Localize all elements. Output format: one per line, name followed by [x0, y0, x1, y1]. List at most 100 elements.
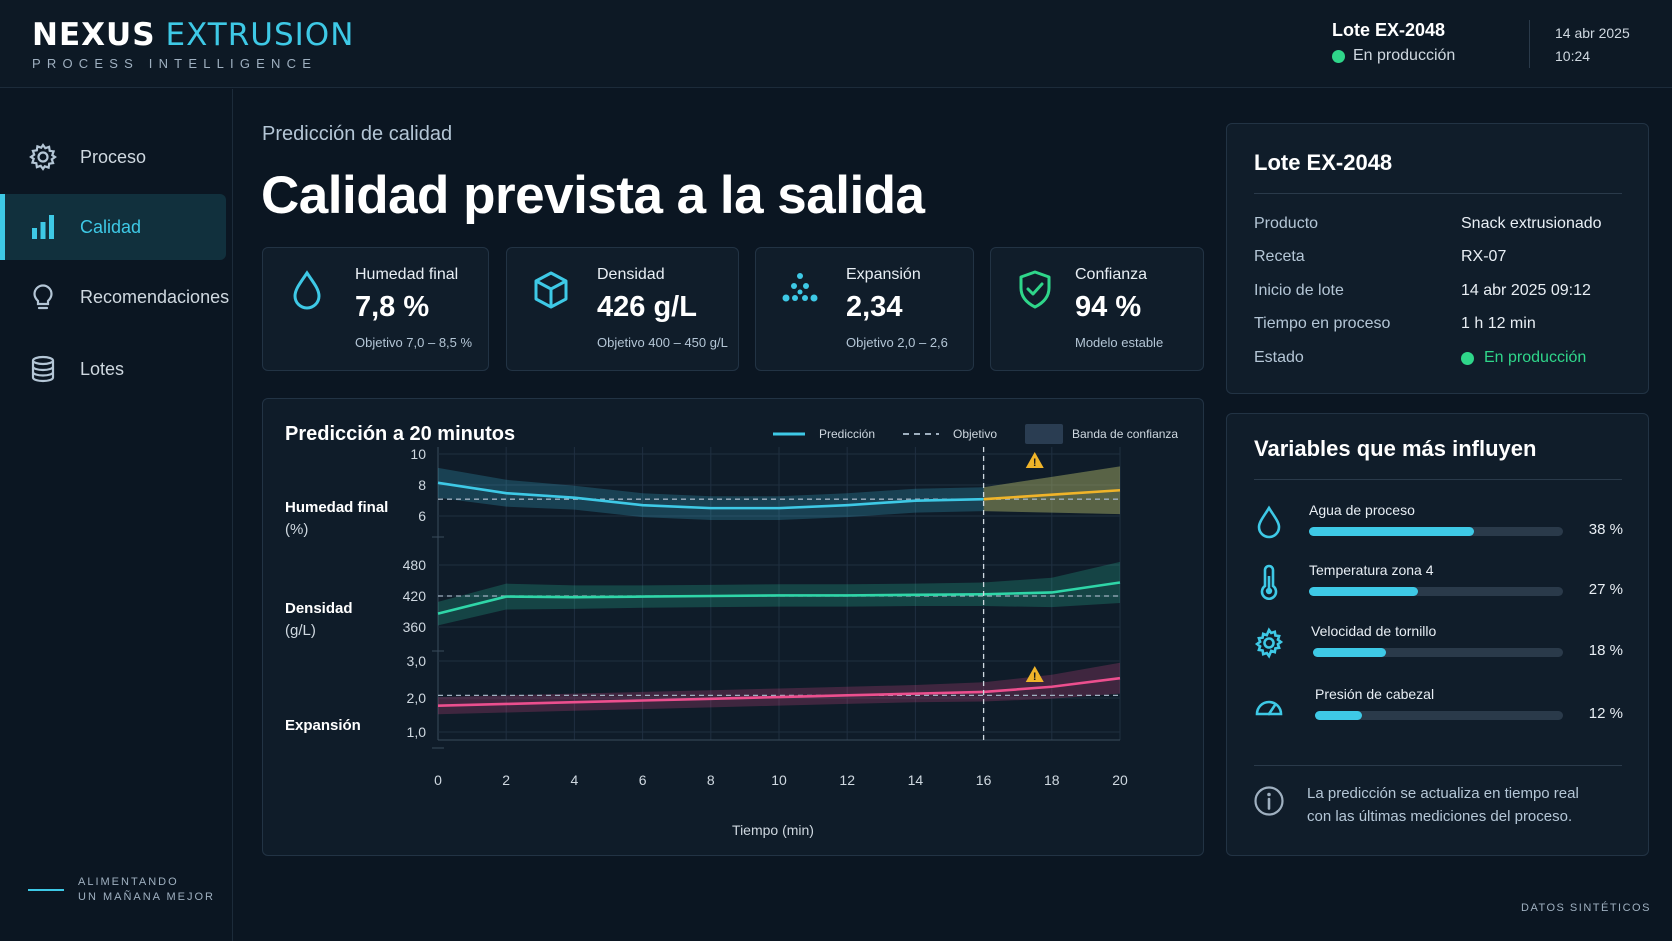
- y-tick-label: 10: [410, 446, 426, 462]
- variable-bar: [1315, 711, 1563, 720]
- logo-tagline: PROCESS INTELLIGENCE: [32, 56, 318, 71]
- x-tick-label: 2: [502, 772, 510, 788]
- header-time: 10:24: [1555, 48, 1591, 64]
- logo-secondary: EXTRUSION: [165, 17, 355, 53]
- chart-title: Predicción a 20 minutos: [285, 423, 516, 445]
- x-tick-label: 20: [1112, 772, 1128, 788]
- card-divider: [1254, 479, 1622, 480]
- forecast-band: [983, 466, 1120, 515]
- variable-name: Velocidad de tornillo: [1311, 623, 1437, 639]
- kpi-card-densidad[interactable]: Densidad 426 g/L Objetivo 400 – 450 g/L: [506, 247, 739, 371]
- cube-icon: [534, 271, 568, 309]
- variable-row[interactable]: Temperatura zona 4 27 %: [1227, 562, 1647, 612]
- synthetic-data-note: DATOS SINTÉTICOS: [1521, 902, 1651, 914]
- info-icon[interactable]: [1253, 785, 1285, 817]
- y-tick-label: 2,0: [407, 690, 427, 706]
- variable-row[interactable]: Agua de proceso 38 %: [1227, 502, 1647, 552]
- variable-pct: 38 %: [1588, 521, 1623, 538]
- confidence-band: [438, 466, 1120, 521]
- kpi-value: 2,34: [846, 291, 903, 323]
- info-text: La predicción se actualiza en tiempo rea…: [1307, 782, 1607, 828]
- lote-value: Snack extrusionado: [1461, 215, 1602, 232]
- forecast-line: [983, 488, 1121, 501]
- warning-mark: !: [1033, 457, 1037, 469]
- footer-tagline: ALIMENTANDO UN MAÑANA MEJOR: [78, 875, 215, 905]
- kpi-label: Confianza: [1075, 266, 1148, 283]
- y-tick-label: 6: [418, 508, 426, 524]
- sidebar-footer: ALIMENTANDO UN MAÑANA MEJOR: [28, 875, 215, 905]
- status-dot-icon: [1332, 49, 1345, 63]
- prediction-line: [437, 481, 984, 510]
- lote-card: Lote EX-2048 Producto Snack extrusionado…: [1226, 123, 1649, 394]
- variable-row[interactable]: Velocidad de tornillo 18 %: [1227, 623, 1647, 673]
- lote-key: Estado: [1254, 349, 1304, 366]
- footer-tagline-line1: ALIMENTANDO: [78, 876, 179, 888]
- header-datetime: 14 abr 2025 10:24: [1555, 22, 1630, 68]
- droplet-icon: [293, 270, 321, 310]
- variable-name: Temperatura zona 4: [1309, 562, 1434, 578]
- variable-name: Presión de cabezal: [1315, 686, 1435, 702]
- y-tick-label: 8: [418, 477, 426, 493]
- y-tick-label: 3,0: [407, 653, 427, 669]
- warning-mark: !: [1033, 671, 1037, 683]
- prediction-line: [437, 690, 984, 707]
- kpi-value: 7,8 %: [355, 291, 430, 323]
- sidebar-item-label: Proceso: [80, 146, 147, 167]
- warning-icon: [1025, 452, 1044, 468]
- variable-row[interactable]: Presión de cabezal 12 %: [1227, 686, 1647, 736]
- lote-value: 1 h 12 min: [1461, 315, 1536, 332]
- row-label-densidad: Densidad: [285, 600, 353, 617]
- gear-icon: [29, 143, 57, 171]
- sidebar-item-calidad[interactable]: Calidad: [0, 194, 226, 260]
- kpi-label: Densidad: [597, 266, 665, 283]
- sidebar-item-lotes[interactable]: Lotes: [0, 336, 226, 402]
- droplet-icon: [1257, 505, 1281, 539]
- logo-primary: NEXUS: [32, 17, 156, 53]
- lote-value: 14 abr 2025 09:12: [1461, 282, 1591, 299]
- kpi-target: Objetivo 7,0 – 8,5 %: [355, 335, 473, 350]
- y-tick-label: 480: [403, 557, 427, 573]
- variable-pct: 12 %: [1588, 705, 1623, 722]
- prediction-chart-panel: Predicción a 20 minutos Predicción Objet…: [262, 398, 1204, 856]
- x-tick-label: 16: [976, 772, 992, 788]
- header-divider: [1529, 20, 1530, 68]
- shield-check-icon: [1019, 270, 1051, 309]
- prediction-chart[interactable]: Predicción Objetivo Banda de confianza H…: [263, 399, 1205, 857]
- x-tick-label: 4: [571, 772, 579, 788]
- y-tick-label: 1,0: [407, 724, 427, 740]
- kpi-card-humedad[interactable]: Humedad final 7,8 % Objetivo 7,0 – 8,5 %: [262, 247, 489, 371]
- lote-key: Producto: [1254, 215, 1319, 232]
- variable-bar: [1309, 527, 1563, 536]
- row-label-expansion: Expansión: [285, 717, 361, 734]
- x-tick-label: 6: [639, 772, 647, 788]
- lote-card-title: Lote EX-2048: [1254, 150, 1393, 175]
- thermometer-icon: [1260, 564, 1278, 600]
- row-unit-humedad: (%): [285, 521, 308, 538]
- kpi-card-confianza[interactable]: Confianza 94 % Modelo estable: [990, 247, 1204, 371]
- sidebar-item-proceso[interactable]: Proceso: [0, 124, 226, 190]
- header-lote-info: Lote EX-2048 En producción: [1332, 20, 1455, 65]
- forecast-line: [983, 581, 1121, 596]
- database-icon: [31, 355, 55, 383]
- confidence-band: [438, 561, 1120, 626]
- gear-icon: [1254, 627, 1284, 659]
- x-tick-label: 14: [908, 772, 924, 788]
- row-unit-densidad: (g/L): [285, 622, 316, 639]
- app-logo[interactable]: NEXUS EXTRUSION PROCESS INTELLIGENCE: [32, 18, 354, 71]
- lote-value: En producción: [1484, 349, 1587, 366]
- kpi-value: 94 %: [1075, 291, 1142, 323]
- kpi-card-expansion[interactable]: Expansión 2,34 Objetivo 2,0 – 2,6: [755, 247, 974, 371]
- variables-card: Variables que más influyen Agua de proce…: [1226, 413, 1649, 856]
- variable-name: Agua de proceso: [1309, 502, 1415, 518]
- sidebar-item-recomendaciones[interactable]: Recomendaciones: [0, 264, 229, 330]
- variable-bar-fill: [1313, 648, 1386, 657]
- lote-value: RX-07: [1461, 248, 1507, 265]
- variable-bar: [1309, 587, 1563, 596]
- variable-bar: [1313, 648, 1563, 657]
- lightbulb-icon: [33, 284, 53, 310]
- x-tick-label: 18: [1044, 772, 1060, 788]
- status-dot-icon: [1461, 351, 1474, 365]
- variable-bar-fill: [1315, 711, 1363, 720]
- kpi-target: Modelo estable: [1075, 335, 1164, 350]
- prediction-line: [437, 592, 984, 615]
